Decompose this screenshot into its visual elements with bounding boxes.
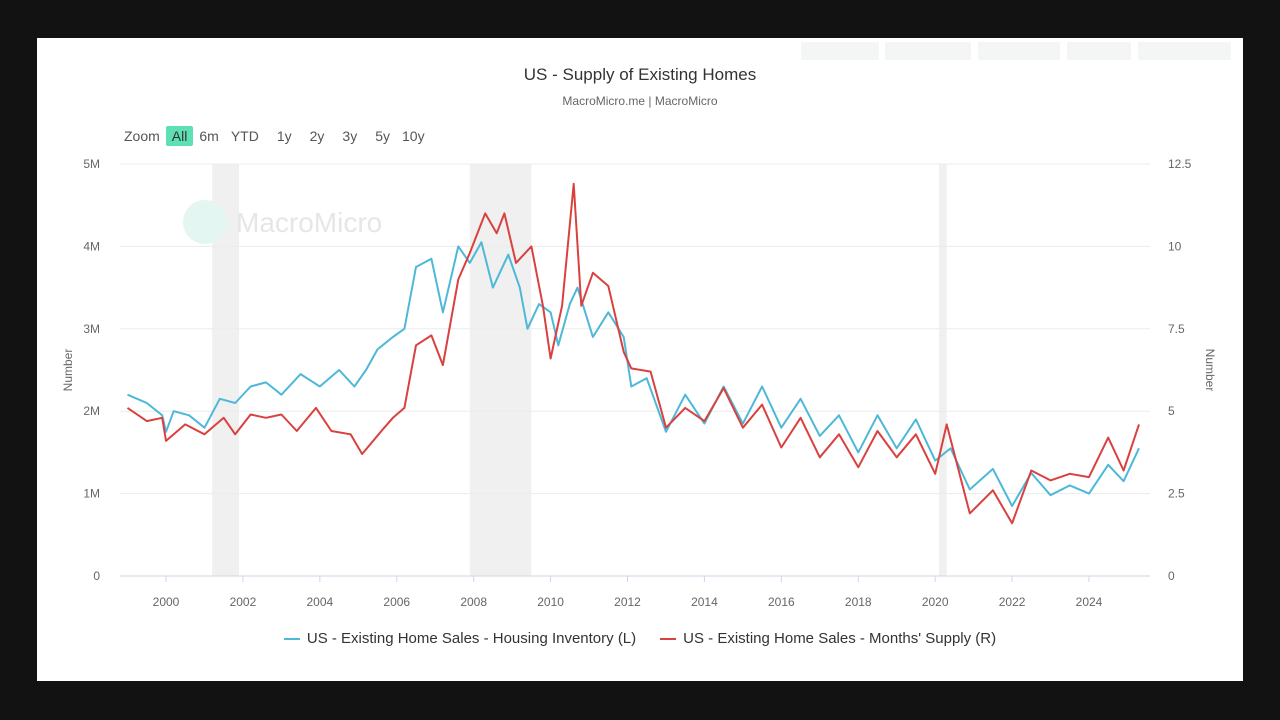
x-tick-label: 2014 (691, 595, 718, 609)
y-tick-right: 0 (1168, 569, 1175, 583)
y-tick-left: 3M (83, 322, 100, 336)
zoom-range-selector: Zoom All 6m YTD 1y 2y 3y 5y 10y (118, 126, 431, 146)
y-tick-right: 5 (1168, 404, 1175, 418)
y-tick-left: 0 (93, 569, 100, 583)
y-tick-right: 2.5 (1168, 487, 1185, 501)
zoom-button-1y[interactable]: 1y (276, 128, 292, 144)
x-tick-label: 2004 (306, 595, 333, 609)
recession-band (469, 164, 532, 576)
toolbar-button[interactable] (1138, 42, 1231, 60)
x-tick-label: 2012 (614, 595, 641, 609)
chart-subtitle: MacroMicro.me | MacroMicro (562, 94, 718, 108)
legend-item-inventory[interactable]: US - Existing Home Sales - Housing Inven… (283, 630, 637, 647)
toolbar-button[interactable] (801, 42, 879, 60)
x-tick-label: 2010 (537, 595, 564, 609)
toolbar-button[interactable] (978, 42, 1060, 60)
zoom-button-all[interactable]: All (165, 126, 194, 146)
zoom-button-3y[interactable]: 3y (342, 128, 358, 144)
x-tick-label: 2008 (460, 595, 487, 609)
y-tick-left: 5M (83, 157, 100, 171)
y-tick-right: 10 (1168, 239, 1182, 253)
x-tick-label: 2006 (383, 595, 410, 609)
watermark-logo (183, 200, 227, 244)
x-tick-label: 2016 (768, 595, 795, 609)
legend-item-months-supply[interactable]: US - Existing Home Sales - Months' Suppl… (660, 630, 996, 647)
legend-label: US - Existing Home Sales - Housing Inven… (306, 630, 637, 647)
y-tick-right: 12.5 (1168, 157, 1192, 171)
x-tick-label: 2018 (845, 595, 872, 609)
x-tick-label: 2022 (999, 595, 1026, 609)
legend-swatch (283, 637, 300, 640)
recession-band (939, 164, 947, 576)
x-tick-label: 2000 (153, 595, 180, 609)
series-line-inventory (127, 241, 1140, 507)
chart-title: US - Supply of Existing Homes (523, 65, 757, 84)
x-tick-label: 2020 (922, 595, 949, 609)
y-tick-left: 2M (83, 404, 100, 418)
y-tick-left: 4M (83, 239, 100, 253)
x-tick-label: 2002 (230, 595, 257, 609)
zoom-label: Zoom (124, 128, 160, 144)
zoom-button-5y[interactable]: 5y (375, 128, 390, 144)
legend-swatch (660, 637, 677, 640)
legend: US - Existing Home Sales - Housing Inven… (37, 630, 1243, 647)
watermark-text: MacroMicro (236, 207, 382, 238)
y-tick-right: 7.5 (1168, 322, 1185, 336)
x-tick-label: 2024 (1076, 595, 1103, 609)
zoom-button-ytd[interactable]: YTD (230, 128, 259, 144)
series-line-months-supply (126, 182, 1140, 525)
y-tick-left: 1M (83, 487, 100, 501)
y-axis-label-left: Number (61, 349, 75, 392)
toolbar-button[interactable] (1067, 42, 1131, 60)
zoom-button-6m[interactable]: 6m (199, 128, 219, 144)
legend-label: US - Existing Home Sales - Months' Suppl… (683, 630, 997, 647)
zoom-button-10y[interactable]: 10y (402, 128, 425, 144)
y-axis-label-right: Number (1203, 349, 1217, 392)
zoom-button-2y[interactable]: 2y (309, 128, 325, 144)
toolbar-button[interactable] (885, 42, 971, 60)
